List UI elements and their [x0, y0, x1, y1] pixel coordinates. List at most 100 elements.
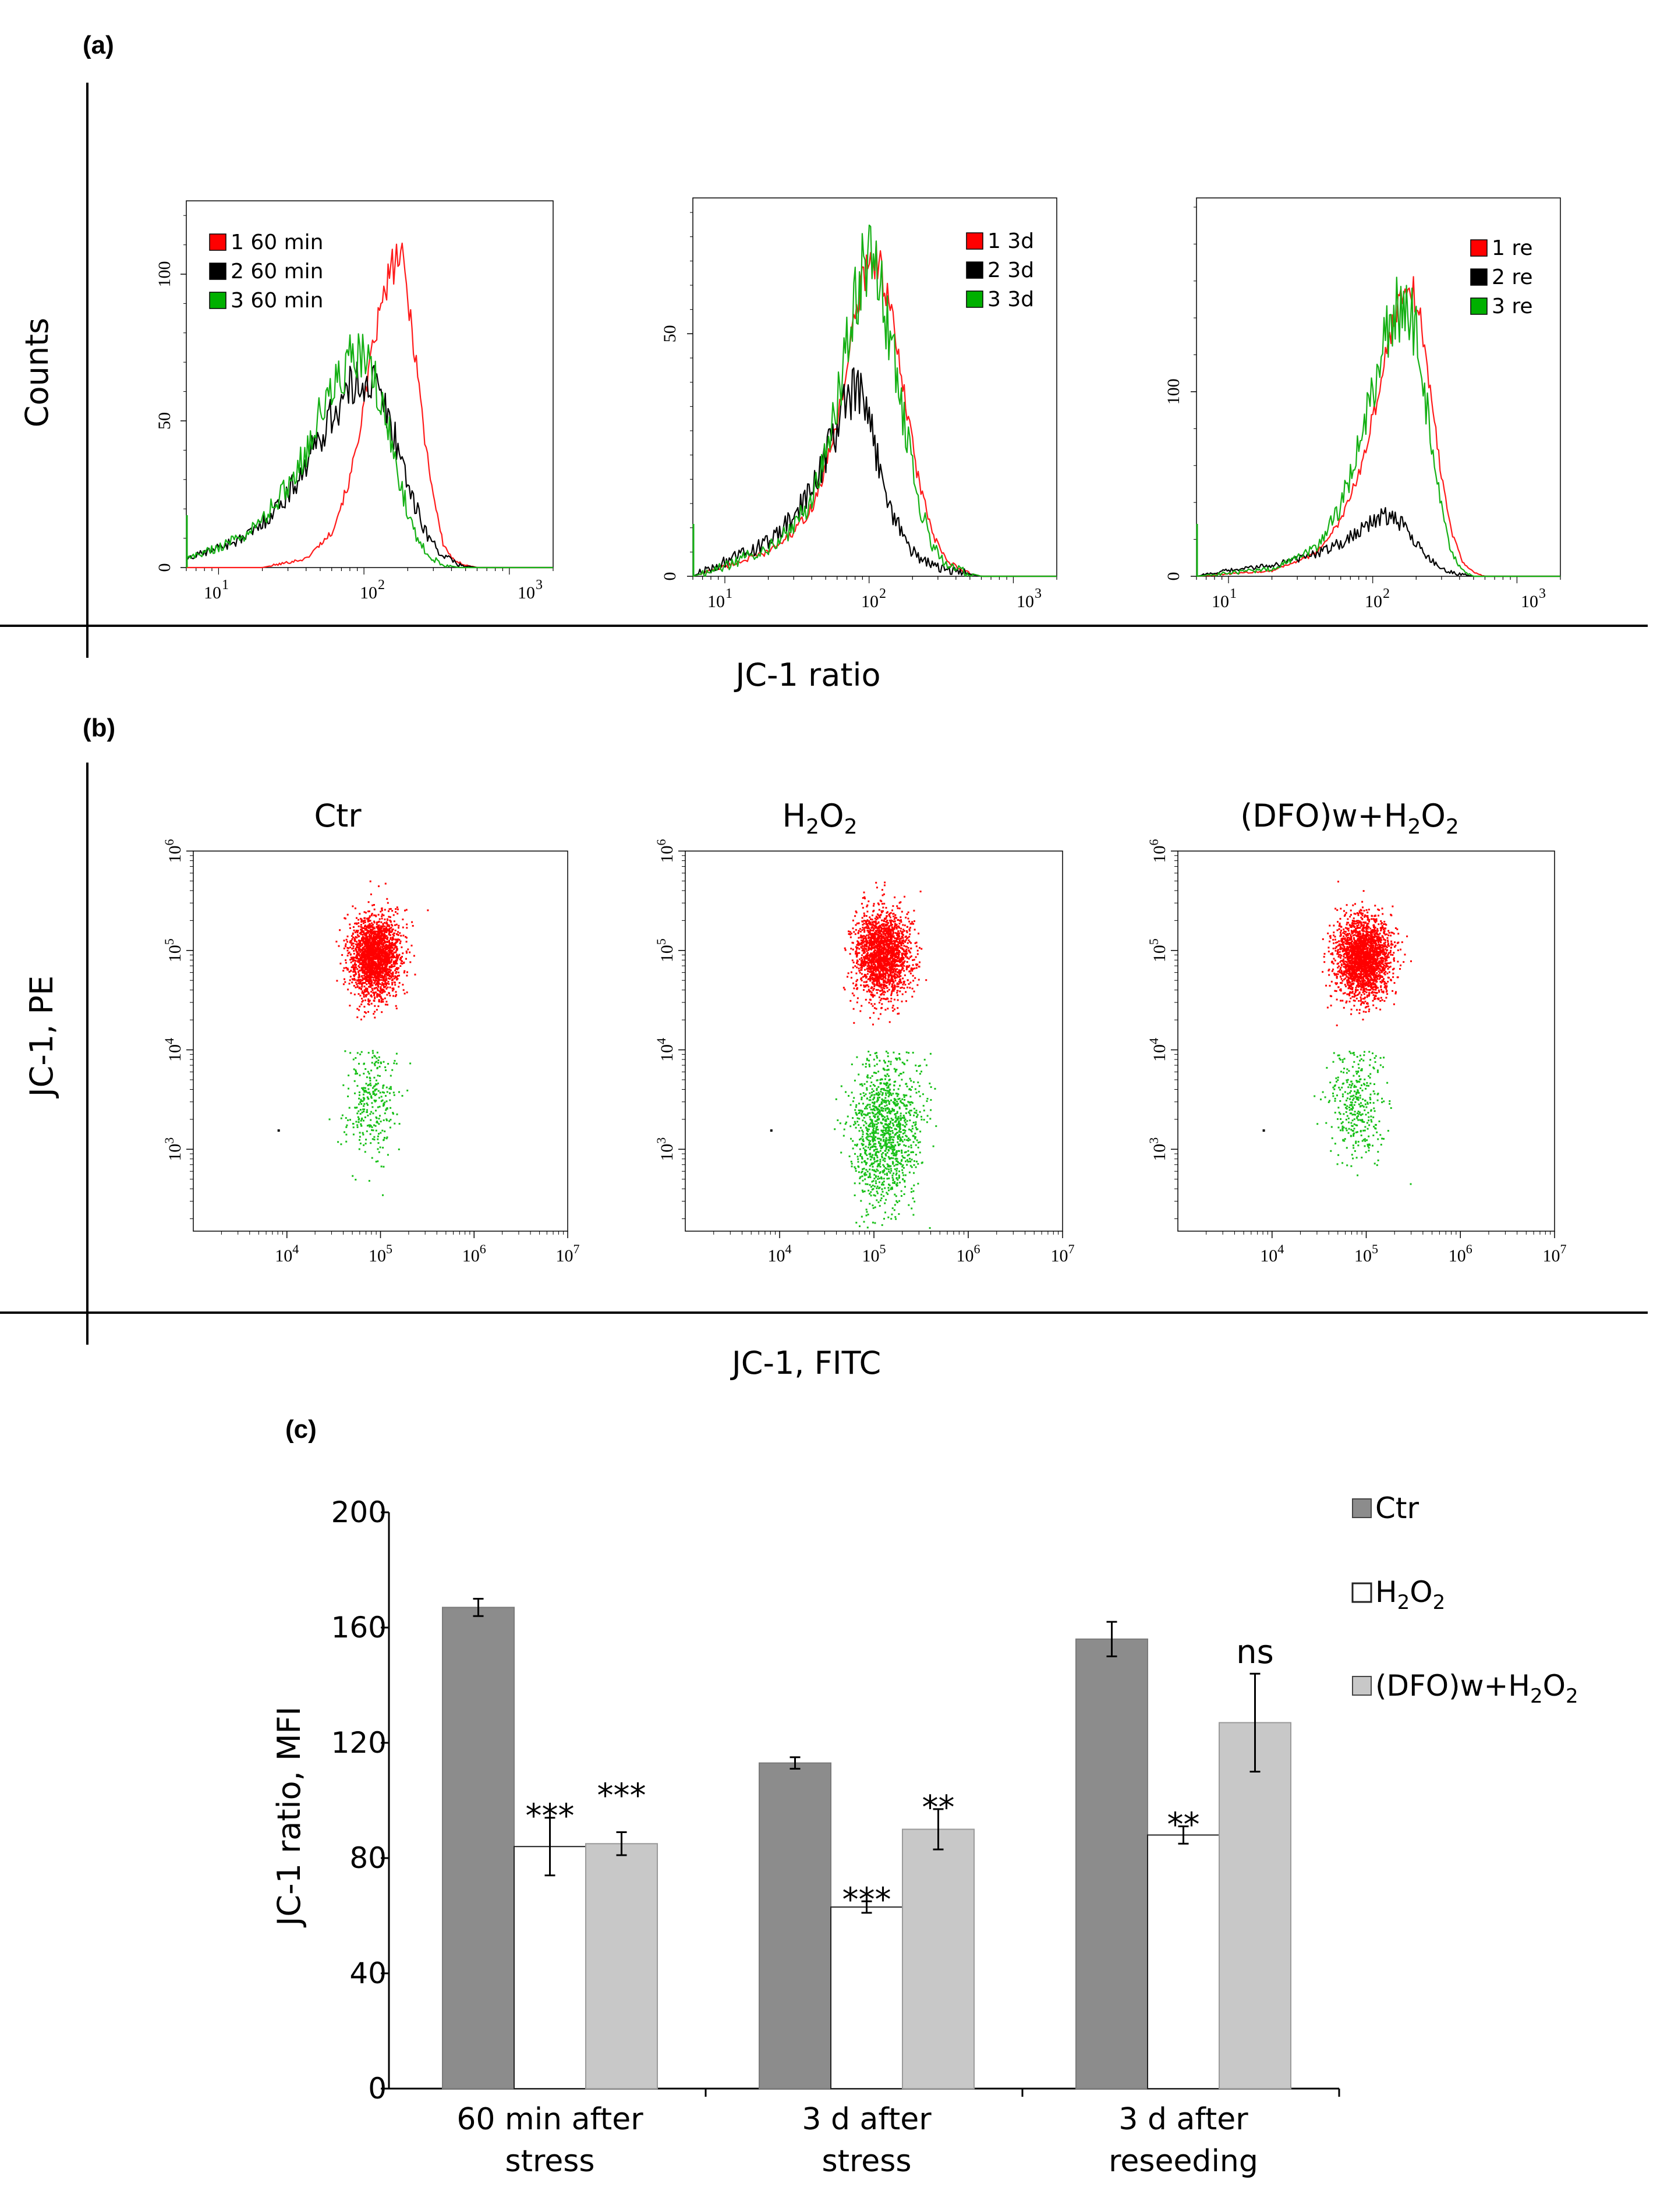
- event-dot: [398, 927, 399, 929]
- event-dot: [844, 949, 847, 951]
- event-dot: [391, 959, 393, 960]
- event-dot: [380, 1001, 383, 1003]
- event-dot: [893, 970, 895, 972]
- event-dot: [883, 948, 885, 951]
- event-dot: [858, 967, 860, 970]
- event-dot: [359, 948, 361, 951]
- event-dot: [884, 1075, 886, 1077]
- event-dot: [356, 1112, 359, 1115]
- event-dot: [884, 1078, 886, 1080]
- event-dot: [370, 960, 373, 963]
- event-dot: [892, 965, 894, 967]
- event-dot: [878, 938, 880, 940]
- event-dot: [361, 961, 363, 963]
- event-dot: [875, 952, 877, 954]
- event-dot: [376, 983, 378, 986]
- event-dot: [896, 905, 898, 908]
- event-dot: [358, 1103, 360, 1105]
- event-dot: [869, 1174, 871, 1176]
- event-dot: [379, 991, 381, 994]
- event-dot: [879, 952, 881, 955]
- event-dot: [876, 968, 879, 970]
- event-dot: [879, 960, 882, 963]
- event-dot: [388, 931, 391, 933]
- event-dot: [892, 905, 894, 907]
- event-dot: [887, 935, 889, 938]
- event-dot: [892, 1005, 894, 1006]
- event-dot: [364, 973, 366, 975]
- event-dot: [885, 964, 887, 966]
- event-dot: [367, 1091, 369, 1094]
- event-dot: [884, 977, 887, 980]
- event-dot: [394, 938, 397, 941]
- event-dot: [875, 956, 877, 959]
- event-dot: [880, 951, 883, 953]
- event-dot: [370, 1097, 373, 1099]
- event-dot: [380, 1100, 383, 1103]
- event-dot: [373, 1013, 375, 1015]
- event-dot: [370, 1002, 373, 1005]
- event-dot: [377, 959, 379, 962]
- event-dot: [901, 987, 903, 988]
- event-dot: [847, 1115, 849, 1118]
- event-dot: [876, 934, 879, 936]
- event-dot: [856, 966, 858, 969]
- event-dot: [870, 991, 873, 994]
- event-dot: [898, 969, 900, 972]
- event-dot: [853, 1022, 855, 1024]
- event-dot: [868, 934, 870, 936]
- event-dot: [375, 937, 377, 939]
- event-dot: [897, 936, 899, 938]
- event-dot: [910, 968, 912, 970]
- event-dot: [905, 949, 907, 952]
- x-tick-label: 104: [768, 1242, 792, 1265]
- event-dot: [872, 905, 875, 907]
- event-dot: [892, 950, 894, 952]
- event-dot: [884, 974, 887, 977]
- event-dot: [886, 945, 888, 948]
- event-dot: [870, 969, 872, 971]
- event-dot: [384, 963, 387, 966]
- event-dot: [384, 1137, 385, 1139]
- event-dot: [900, 1073, 902, 1075]
- event-dot: [859, 958, 861, 960]
- event-dot: [908, 939, 910, 941]
- event-dot: [894, 948, 897, 951]
- event-dot: [880, 973, 882, 976]
- event-dot: [891, 974, 893, 977]
- event-dot: [883, 958, 885, 960]
- histogram-series-green: [1196, 276, 1560, 577]
- hist-frame: [692, 197, 1057, 577]
- event-dot: [374, 952, 377, 955]
- event-dot: [366, 958, 368, 960]
- event-dot: [390, 938, 392, 940]
- hist-3-x-ticks: 10 1 10 2 10 3: [1212, 586, 1546, 611]
- event-dot: [399, 965, 402, 967]
- event-dot: [889, 967, 891, 970]
- event-dot: [884, 940, 887, 942]
- event-dot: [366, 1111, 368, 1114]
- event-dot: [374, 935, 376, 938]
- event-dot: [350, 992, 352, 994]
- event-dot: [868, 944, 870, 947]
- event-dot: [382, 972, 384, 974]
- event-dot: [376, 972, 378, 973]
- event-dot: [872, 956, 874, 959]
- event-dot: [362, 1100, 364, 1103]
- event-dot: [358, 946, 360, 948]
- event-dot: [919, 1073, 921, 1075]
- event-dot: [893, 920, 895, 923]
- event-dot: [893, 967, 895, 970]
- event-dot: [870, 934, 872, 936]
- event-dot: [370, 914, 373, 917]
- event-dot: [906, 937, 908, 940]
- event-dot: [910, 1080, 912, 1082]
- event-dot: [879, 962, 882, 965]
- event-dot: [376, 930, 378, 933]
- event-dot: [353, 969, 355, 971]
- event-dot: [372, 940, 374, 942]
- event-dot: [369, 999, 371, 1002]
- event-dot: [884, 952, 887, 955]
- event-dot: [371, 989, 374, 991]
- event-dot: [380, 1096, 383, 1098]
